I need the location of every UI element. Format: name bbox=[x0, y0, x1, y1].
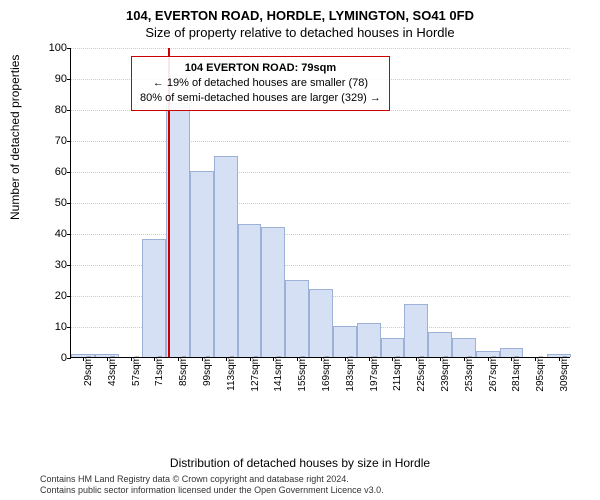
histogram-bar bbox=[285, 280, 309, 358]
annotation-line2: ← 19% of detached houses are smaller (78… bbox=[140, 76, 381, 91]
gridline bbox=[71, 141, 570, 142]
footer-attribution: Contains HM Land Registry data © Crown c… bbox=[40, 474, 384, 497]
ytick-label: 0 bbox=[45, 352, 67, 364]
xtick-label: 71sqm bbox=[154, 356, 165, 386]
ytick-label: 100 bbox=[45, 42, 67, 54]
ytick-mark bbox=[67, 79, 71, 80]
xtick-label: 169sqm bbox=[321, 356, 332, 392]
footer-line1: Contains HM Land Registry data © Crown c… bbox=[40, 474, 384, 485]
ytick-mark bbox=[67, 358, 71, 359]
histogram-bar bbox=[404, 304, 428, 357]
histogram-bar bbox=[309, 289, 333, 357]
xtick-label: 43sqm bbox=[107, 356, 118, 386]
histogram-bar bbox=[190, 171, 214, 357]
ytick-label: 60 bbox=[45, 166, 67, 178]
footer-line2: Contains public sector information licen… bbox=[40, 485, 384, 496]
ytick-mark bbox=[67, 265, 71, 266]
xtick-label: 281sqm bbox=[511, 356, 522, 392]
ytick-label: 50 bbox=[45, 197, 67, 209]
gridline bbox=[71, 234, 570, 235]
ytick-label: 90 bbox=[45, 73, 67, 85]
ytick-mark bbox=[67, 203, 71, 204]
ytick-mark bbox=[67, 234, 71, 235]
ytick-label: 10 bbox=[45, 321, 67, 333]
ytick-label: 70 bbox=[45, 135, 67, 147]
ytick-mark bbox=[67, 141, 71, 142]
histogram-bar bbox=[214, 156, 238, 358]
gridline bbox=[71, 48, 570, 49]
ytick-label: 80 bbox=[45, 104, 67, 116]
xtick-label: 295sqm bbox=[535, 356, 546, 392]
histogram-bar bbox=[142, 239, 166, 357]
xtick-label: 29sqm bbox=[83, 356, 94, 386]
plot-region: 010203040506070809010029sqm43sqm57sqm71s… bbox=[70, 48, 570, 358]
ytick-mark bbox=[67, 110, 71, 111]
ytick-label: 40 bbox=[45, 228, 67, 240]
histogram-bar bbox=[261, 227, 285, 357]
xtick-label: 239sqm bbox=[440, 356, 451, 392]
chart-title-sub: Size of property relative to detached ho… bbox=[0, 23, 600, 40]
xtick-label: 113sqm bbox=[226, 356, 237, 391]
annotation-line3: 80% of semi-detached houses are larger (… bbox=[140, 91, 381, 106]
ytick-label: 30 bbox=[45, 259, 67, 271]
gridline bbox=[71, 203, 570, 204]
xtick-label: 141sqm bbox=[273, 356, 284, 392]
histogram-bar bbox=[452, 338, 476, 357]
ytick-label: 20 bbox=[45, 290, 67, 302]
ytick-mark bbox=[67, 296, 71, 297]
ytick-mark bbox=[67, 327, 71, 328]
xtick-label: 183sqm bbox=[345, 356, 356, 392]
xtick-label: 211sqm bbox=[392, 356, 403, 391]
xtick-label: 57sqm bbox=[131, 356, 142, 386]
histogram-bar bbox=[357, 323, 381, 357]
ytick-mark bbox=[67, 172, 71, 173]
chart-area: 010203040506070809010029sqm43sqm57sqm71s… bbox=[40, 48, 570, 408]
gridline bbox=[71, 172, 570, 173]
xtick-label: 253sqm bbox=[464, 356, 475, 392]
annotation-line1: 104 EVERTON ROAD: 79sqm bbox=[140, 61, 381, 76]
xtick-label: 225sqm bbox=[416, 356, 427, 392]
histogram-bar bbox=[333, 326, 357, 357]
xtick-label: 155sqm bbox=[297, 356, 308, 392]
xtick-label: 309sqm bbox=[559, 356, 570, 392]
xtick-label: 197sqm bbox=[369, 356, 380, 392]
xtick-label: 267sqm bbox=[488, 356, 499, 392]
annotation-box: 104 EVERTON ROAD: 79sqm ← 19% of detache… bbox=[131, 56, 390, 111]
y-axis-label: Number of detached properties bbox=[8, 55, 22, 220]
histogram-bar bbox=[428, 332, 452, 357]
x-axis-label: Distribution of detached houses by size … bbox=[0, 456, 600, 470]
xtick-label: 127sqm bbox=[250, 356, 261, 392]
ytick-mark bbox=[67, 48, 71, 49]
histogram-bar bbox=[238, 224, 262, 357]
chart-title-main: 104, EVERTON ROAD, HORDLE, LYMINGTON, SO… bbox=[0, 0, 600, 23]
xtick-label: 99sqm bbox=[202, 356, 213, 386]
xtick-label: 85sqm bbox=[178, 356, 189, 386]
histogram-bar bbox=[381, 338, 405, 357]
